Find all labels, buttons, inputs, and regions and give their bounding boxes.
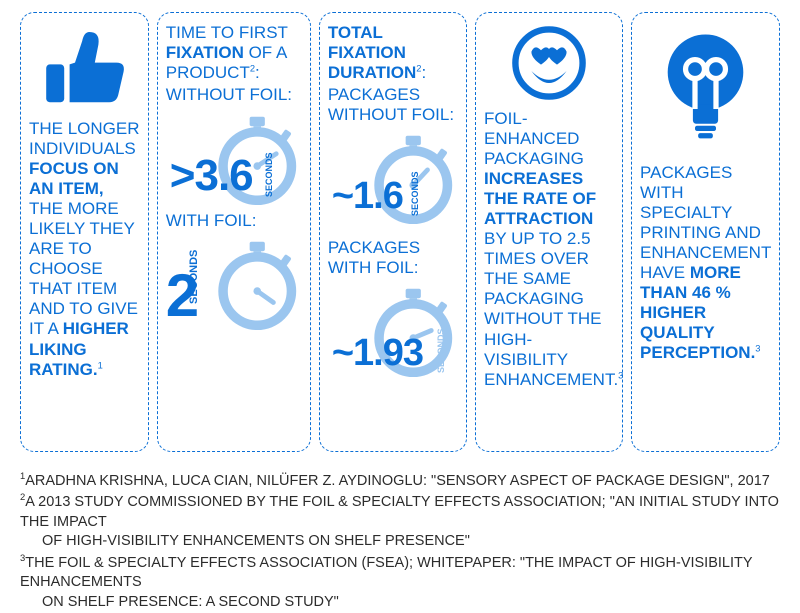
panel-total-fixation: TOTAL FIXATION DURATION2: PACKAGES WITHO…: [319, 12, 467, 452]
panel2-with-stopwatch: 2 SECONDS: [166, 234, 302, 334]
footnote-3: 3THE FOIL & SPECIALTY EFFECTS ASSOCIATIO…: [20, 552, 780, 593]
panel2-without-label: WITHOUT FOIL:: [166, 85, 302, 105]
infographic-row: THE LONGER INDIVIDUALS FOCUS ON AN ITEM,…: [20, 12, 780, 452]
panel2-with-unit: SECONDS: [188, 250, 200, 304]
footnote-3-cont: ON SHELF PRESENCE: A SECOND STUDY": [20, 593, 780, 613]
panel-time-to-fixation: TIME TO FIRST FIXATION OF A PRODUCT2: WI…: [157, 12, 311, 452]
thumbs-up-icon: [39, 23, 129, 113]
panel4-text: FOIL-ENHANCED PACKAGING INCREASES THE RA…: [484, 109, 614, 390]
panel3-without-label: PACKAGES WITHOUT FOIL:: [328, 85, 458, 124]
panel-quality-perception: PACKAGES WITH SPECIALTY PRINTING AND ENH…: [631, 12, 780, 452]
stopwatch-icon: [205, 236, 300, 331]
heart-eyes-icon: [509, 23, 589, 103]
footnote-2-cont: OF HIGH-VISIBILITY ENHANCEMENTS ON SHELF…: [20, 532, 780, 552]
panel2-with-label: WITH FOIL:: [166, 211, 302, 231]
panel3-heading: TOTAL FIXATION DURATION2:: [328, 23, 458, 83]
panel3-without-unit: SECONDS: [410, 172, 420, 217]
panel-focus: THE LONGER INDIVIDUALS FOCUS ON AN ITEM,…: [20, 12, 149, 452]
panel3-with-unit: SECONDS: [436, 329, 446, 374]
footnotes: 1ARADHNA KRISHNA, LUCA CIAN, NILÜFER Z. …: [20, 470, 780, 612]
panel-attraction: FOIL-ENHANCED PACKAGING INCREASES THE RA…: [475, 12, 623, 452]
panel2-without-unit: SECONDS: [264, 152, 274, 197]
panel3-without-value: ~1.6: [332, 175, 403, 218]
panel3-without-stopwatch: ~1.6 SECONDS: [328, 128, 458, 228]
panel3-with-stopwatch: ~1.93 SECONDS: [328, 281, 458, 381]
footnote-1: 1ARADHNA KRISHNA, LUCA CIAN, NILÜFER Z. …: [20, 470, 780, 491]
panel3-with-label: PACKAGES WITH FOIL:: [328, 238, 458, 277]
panel2-without-value: >3.6: [170, 151, 253, 201]
panel3-with-value: ~1.93: [332, 332, 423, 375]
footnote-2: 2A 2013 STUDY COMMISSIONED BY THE FOIL &…: [20, 491, 780, 532]
panel5-text: PACKAGES WITH SPECIALTY PRINTING AND ENH…: [640, 163, 771, 363]
panel1-text: THE LONGER INDIVIDUALS FOCUS ON AN ITEM,…: [29, 119, 140, 380]
panel2-heading: TIME TO FIRST FIXATION OF A PRODUCT2:: [166, 23, 302, 83]
lightbulb-icon: [653, 23, 758, 153]
panel2-without-stopwatch: >3.6 SECONDS: [166, 109, 302, 209]
